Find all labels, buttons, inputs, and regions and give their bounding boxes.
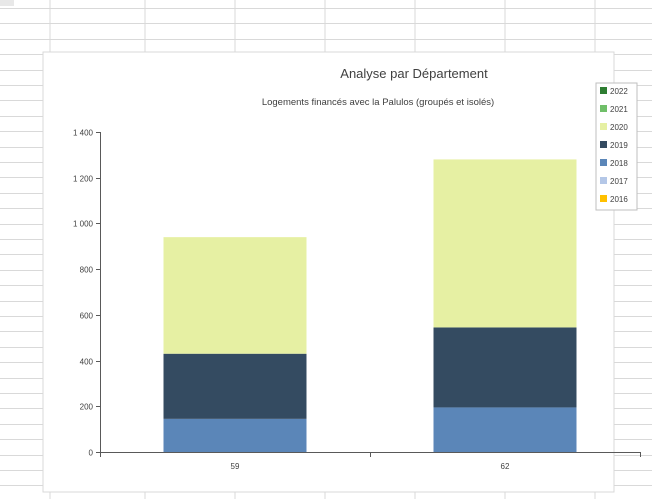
legend-label-2017: 2017 — [610, 177, 628, 186]
bar-segment-2018-59 — [163, 418, 307, 452]
bar-segment-2019-62 — [433, 327, 577, 408]
legend-swatch-2021 — [600, 105, 607, 112]
legend-swatch-2020 — [600, 123, 607, 130]
legend-label-2022: 2022 — [610, 87, 628, 96]
chart-subtitle: Logements financés avec la Palulos (grou… — [262, 97, 494, 108]
legend-swatch-2016 — [600, 195, 607, 202]
legend-swatch-2019 — [600, 141, 607, 148]
y-tick-label: 1 400 — [73, 129, 94, 138]
y-tick-label: 1 200 — [73, 175, 94, 184]
bar-segment-2018-62 — [433, 407, 577, 452]
y-tick-label: 600 — [80, 312, 94, 321]
legend-swatch-2017 — [600, 177, 607, 184]
bar-segment-2020-59 — [163, 237, 307, 354]
bar-segment-2019-59 — [163, 353, 307, 419]
legend-label-2019: 2019 — [610, 141, 628, 150]
y-tick-label: 0 — [89, 449, 94, 458]
legend-label-2018: 2018 — [610, 159, 628, 168]
chart-title: Analyse par Département — [340, 66, 488, 81]
legend-label-2021: 2021 — [610, 105, 628, 114]
y-tick-label: 800 — [80, 266, 94, 275]
legend-swatch-2018 — [600, 159, 607, 166]
y-tick-label: 400 — [80, 358, 94, 367]
y-tick-label: 200 — [80, 403, 94, 412]
legend-swatch-2022 — [600, 87, 607, 94]
legend-label-2020: 2020 — [610, 123, 628, 132]
x-tick-label: 59 — [231, 462, 240, 471]
sheet-corner — [0, 0, 14, 6]
bar-segment-2020-62 — [433, 159, 577, 328]
x-tick-label: 62 — [501, 462, 510, 471]
y-tick-label: 1 000 — [73, 220, 94, 229]
legend-label-2016: 2016 — [610, 195, 628, 204]
